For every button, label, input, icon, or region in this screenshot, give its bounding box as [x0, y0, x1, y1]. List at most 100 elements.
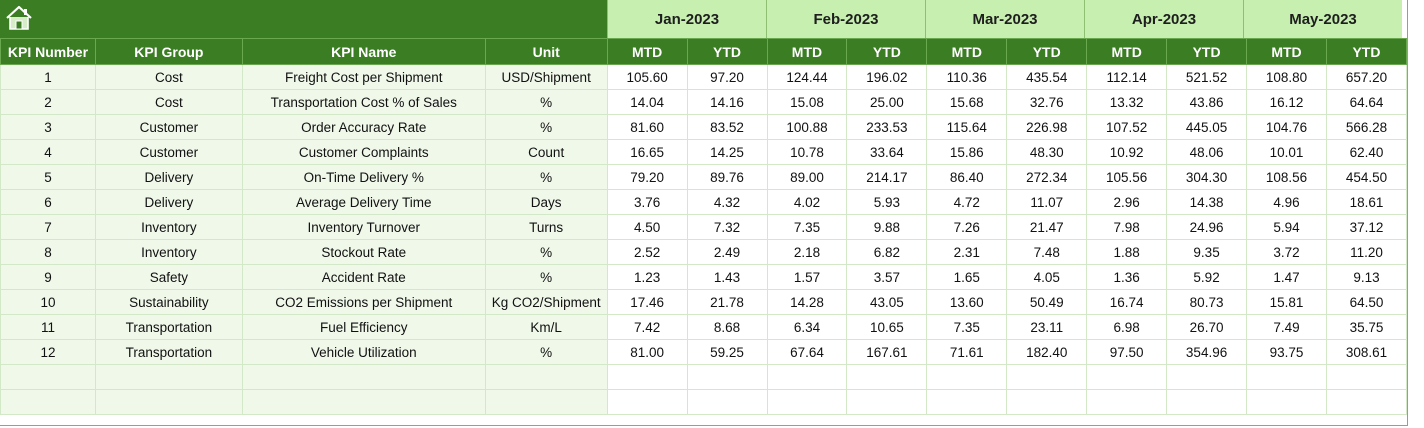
ytd-value-cell[interactable]: 32.76	[1006, 89, 1088, 115]
ytd-value-cell[interactable]: 3.57	[846, 264, 928, 290]
mtd-value-cell[interactable]: 5.94	[1246, 214, 1327, 240]
ytd-value-cell[interactable]: 24.96	[1166, 214, 1248, 240]
header-mtd[interactable]: MTD	[1246, 38, 1327, 65]
kpi-number-cell[interactable]	[0, 364, 96, 390]
unit-cell[interactable]: Count	[484, 139, 608, 165]
header-ytd[interactable]: YTD	[686, 38, 768, 65]
ytd-value-cell[interactable]: 304.30	[1166, 164, 1248, 190]
kpi-number-cell[interactable]: 1	[0, 64, 96, 90]
kpi-number-cell[interactable]: 9	[0, 264, 96, 290]
kpi-name-cell[interactable]: Stockout Rate	[241, 239, 486, 265]
kpi-name-cell[interactable]: Customer Complaints	[241, 139, 486, 165]
mtd-value-cell[interactable]: 2.18	[766, 239, 848, 265]
unit-cell[interactable]	[484, 389, 608, 415]
month-header[interactable]: Feb-2023	[766, 0, 925, 38]
unit-cell[interactable]: Turns	[484, 214, 608, 240]
ytd-value-cell[interactable]	[686, 389, 768, 415]
mtd-value-cell[interactable]: 71.61	[926, 339, 1008, 365]
kpi-group-cell[interactable]: Transportation	[94, 314, 243, 340]
mtd-value-cell[interactable]: 16.74	[1086, 289, 1168, 315]
mtd-value-cell[interactable]: 7.35	[926, 314, 1008, 340]
ytd-value-cell[interactable]: 226.98	[1006, 114, 1088, 140]
ytd-value-cell[interactable]: 50.49	[1006, 289, 1088, 315]
ytd-value-cell[interactable]: 4.32	[686, 189, 768, 215]
mtd-value-cell[interactable]: 16.65	[606, 139, 688, 165]
kpi-number-cell[interactable]: 11	[0, 314, 96, 340]
ytd-value-cell[interactable]: 454.50	[1325, 164, 1408, 190]
kpi-group-cell[interactable]: Inventory	[94, 239, 243, 265]
mtd-value-cell[interactable]: 10.78	[766, 139, 848, 165]
mtd-value-cell[interactable]: 1.65	[926, 264, 1008, 290]
kpi-group-cell[interactable]	[94, 389, 243, 415]
kpi-number-cell[interactable]: 10	[0, 289, 96, 315]
kpi-number-cell[interactable]	[0, 389, 96, 415]
month-header[interactable]: Jan-2023	[607, 0, 766, 38]
ytd-value-cell[interactable]: 7.32	[686, 214, 768, 240]
ytd-value-cell[interactable]: 43.86	[1166, 89, 1248, 115]
ytd-value-cell[interactable]: 9.13	[1325, 264, 1408, 290]
ytd-value-cell[interactable]: 14.16	[686, 89, 768, 115]
ytd-value-cell[interactable]: 233.53	[846, 114, 928, 140]
ytd-value-cell[interactable]	[1325, 389, 1408, 415]
unit-cell[interactable]: %	[484, 339, 608, 365]
mtd-value-cell[interactable]: 7.98	[1086, 214, 1168, 240]
kpi-name-cell[interactable]: CO2 Emissions per Shipment	[241, 289, 486, 315]
ytd-value-cell[interactable]: 5.93	[846, 189, 928, 215]
ytd-value-cell[interactable]: 89.76	[686, 164, 768, 190]
mtd-value-cell[interactable]: 89.00	[766, 164, 848, 190]
mtd-value-cell[interactable]: 1.36	[1086, 264, 1168, 290]
ytd-value-cell[interactable]: 64.50	[1325, 289, 1408, 315]
ytd-value-cell[interactable]: 5.92	[1166, 264, 1248, 290]
header-kpi-group[interactable]: KPI Group	[94, 38, 243, 65]
mtd-value-cell[interactable]: 7.26	[926, 214, 1008, 240]
mtd-value-cell[interactable]: 13.60	[926, 289, 1008, 315]
unit-cell[interactable]	[484, 364, 608, 390]
mtd-value-cell[interactable]: 108.56	[1246, 164, 1327, 190]
ytd-value-cell[interactable]	[1166, 389, 1248, 415]
ytd-value-cell[interactable]: 11.07	[1006, 189, 1088, 215]
kpi-name-cell[interactable]: Transportation Cost % of Sales	[241, 89, 486, 115]
mtd-value-cell[interactable]: 4.02	[766, 189, 848, 215]
header-kpi-name[interactable]: KPI Name	[241, 38, 486, 65]
kpi-group-cell[interactable]: Cost	[94, 64, 243, 90]
kpi-name-cell[interactable]: On-Time Delivery %	[241, 164, 486, 190]
ytd-value-cell[interactable]: 23.11	[1006, 314, 1088, 340]
header-mtd[interactable]: MTD	[1086, 38, 1168, 65]
ytd-value-cell[interactable]	[1166, 364, 1248, 390]
mtd-value-cell[interactable]: 15.86	[926, 139, 1008, 165]
ytd-value-cell[interactable]: 14.25	[686, 139, 768, 165]
kpi-group-cell[interactable]: Cost	[94, 89, 243, 115]
ytd-value-cell[interactable]: 83.52	[686, 114, 768, 140]
mtd-value-cell[interactable]: 115.64	[926, 114, 1008, 140]
header-kpi-number[interactable]: KPI Number	[0, 38, 96, 65]
mtd-value-cell[interactable]	[766, 364, 848, 390]
ytd-value-cell[interactable]: 25.00	[846, 89, 928, 115]
mtd-value-cell[interactable]: 3.76	[606, 189, 688, 215]
ytd-value-cell[interactable]: 657.20	[1325, 64, 1408, 90]
mtd-value-cell[interactable]: 1.47	[1246, 264, 1327, 290]
ytd-value-cell[interactable]: 48.06	[1166, 139, 1248, 165]
kpi-number-cell[interactable]: 7	[0, 214, 96, 240]
mtd-value-cell[interactable]: 17.46	[606, 289, 688, 315]
mtd-value-cell[interactable]: 2.52	[606, 239, 688, 265]
unit-cell[interactable]: %	[484, 264, 608, 290]
ytd-value-cell[interactable]: 59.25	[686, 339, 768, 365]
unit-cell[interactable]: Kg CO2/Shipment	[484, 289, 608, 315]
unit-cell[interactable]: Days	[484, 189, 608, 215]
ytd-value-cell[interactable]: 1.43	[686, 264, 768, 290]
ytd-value-cell[interactable]: 9.88	[846, 214, 928, 240]
mtd-value-cell[interactable]	[1246, 364, 1327, 390]
ytd-value-cell[interactable]: 308.61	[1325, 339, 1408, 365]
mtd-value-cell[interactable]: 110.36	[926, 64, 1008, 90]
mtd-value-cell[interactable]: 15.68	[926, 89, 1008, 115]
kpi-number-cell[interactable]: 4	[0, 139, 96, 165]
ytd-value-cell[interactable]: 10.65	[846, 314, 928, 340]
ytd-value-cell[interactable]: 43.05	[846, 289, 928, 315]
mtd-value-cell[interactable]: 2.31	[926, 239, 1008, 265]
mtd-value-cell[interactable]: 14.04	[606, 89, 688, 115]
mtd-value-cell[interactable]: 105.60	[606, 64, 688, 90]
kpi-number-cell[interactable]: 12	[0, 339, 96, 365]
ytd-value-cell[interactable]: 521.52	[1166, 64, 1248, 90]
ytd-value-cell[interactable]: 566.28	[1325, 114, 1408, 140]
kpi-name-cell[interactable]: Vehicle Utilization	[241, 339, 486, 365]
